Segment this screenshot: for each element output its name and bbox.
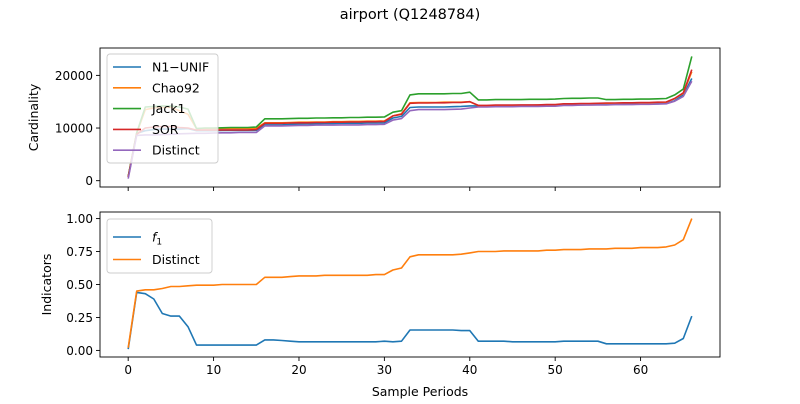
legend-2: f1 Distinct [106, 218, 213, 274]
series-line-2-2 [127, 218, 693, 348]
legend-label-1-3: Jack1 [151, 101, 185, 116]
series-line-1-4 [127, 69, 693, 178]
x-tick-label-2-2: 10 [206, 363, 221, 377]
legend-label-1-2: Chao92 [152, 80, 200, 95]
legend-label-2-2: Distinct [152, 252, 200, 267]
y-tick-label-1-2: 10000 [55, 122, 93, 136]
series-line-1-5 [127, 80, 693, 179]
series-line-2-1 [127, 291, 693, 350]
legend-label-2-1: f1 [152, 230, 162, 248]
y-axis-label-2: Indicators [39, 254, 54, 316]
y-tick-label-1-3: 20000 [55, 69, 93, 83]
y-tick-label-2-2: 0.25 [66, 311, 93, 325]
x-tick-label-2-5: 40 [462, 363, 477, 377]
x-tick-label-2-6: 50 [548, 363, 563, 377]
x-tick-label-2-7: 60 [633, 363, 648, 377]
figure-title: airport (Q1248784) [340, 7, 481, 23]
x-tick-label-2-1: 0 [124, 363, 132, 377]
legend-box-1 [106, 53, 219, 164]
y-tick-label-2-4: 0.75 [66, 245, 93, 259]
legend-label-1-4: SOR [152, 122, 179, 137]
y-axis-label-1: Cardinality [26, 83, 41, 151]
y-tick-label-1-1: 0 [85, 174, 93, 188]
y-tick-label-2-1: 0.00 [66, 344, 93, 358]
axes-frame-1 [99, 47, 721, 188]
legend-1: N1−UNIF Chao92 Jack1 SOR Distinct [106, 53, 219, 164]
series-line-1-3 [127, 56, 693, 177]
legend-label-1-1: N1−UNIF [152, 60, 209, 75]
subplot-2: 0 10 20 30 40 50 60 0.00 0.25 0.50 0.75 1.00 Indicat… [39, 211, 721, 399]
x-axis-label-2: Sample Periods [372, 384, 468, 399]
y-tick-label-2-5: 1.00 [66, 212, 93, 226]
x-tick-label-2-3: 20 [291, 363, 306, 377]
subplot-1: 0 10000 20000 Cardinality N1−UNIF Chao92 Jack1… [26, 47, 721, 191]
legend-label-1-5: Distinct [152, 143, 200, 158]
y-tick-label-2-3: 0.50 [66, 278, 93, 292]
x-tick-label-2-4: 30 [377, 363, 392, 377]
